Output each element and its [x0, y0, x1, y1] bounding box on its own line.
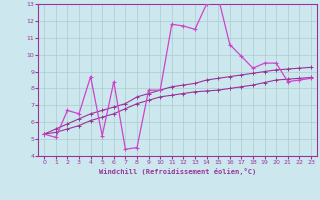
X-axis label: Windchill (Refroidissement éolien,°C): Windchill (Refroidissement éolien,°C) — [99, 168, 256, 175]
